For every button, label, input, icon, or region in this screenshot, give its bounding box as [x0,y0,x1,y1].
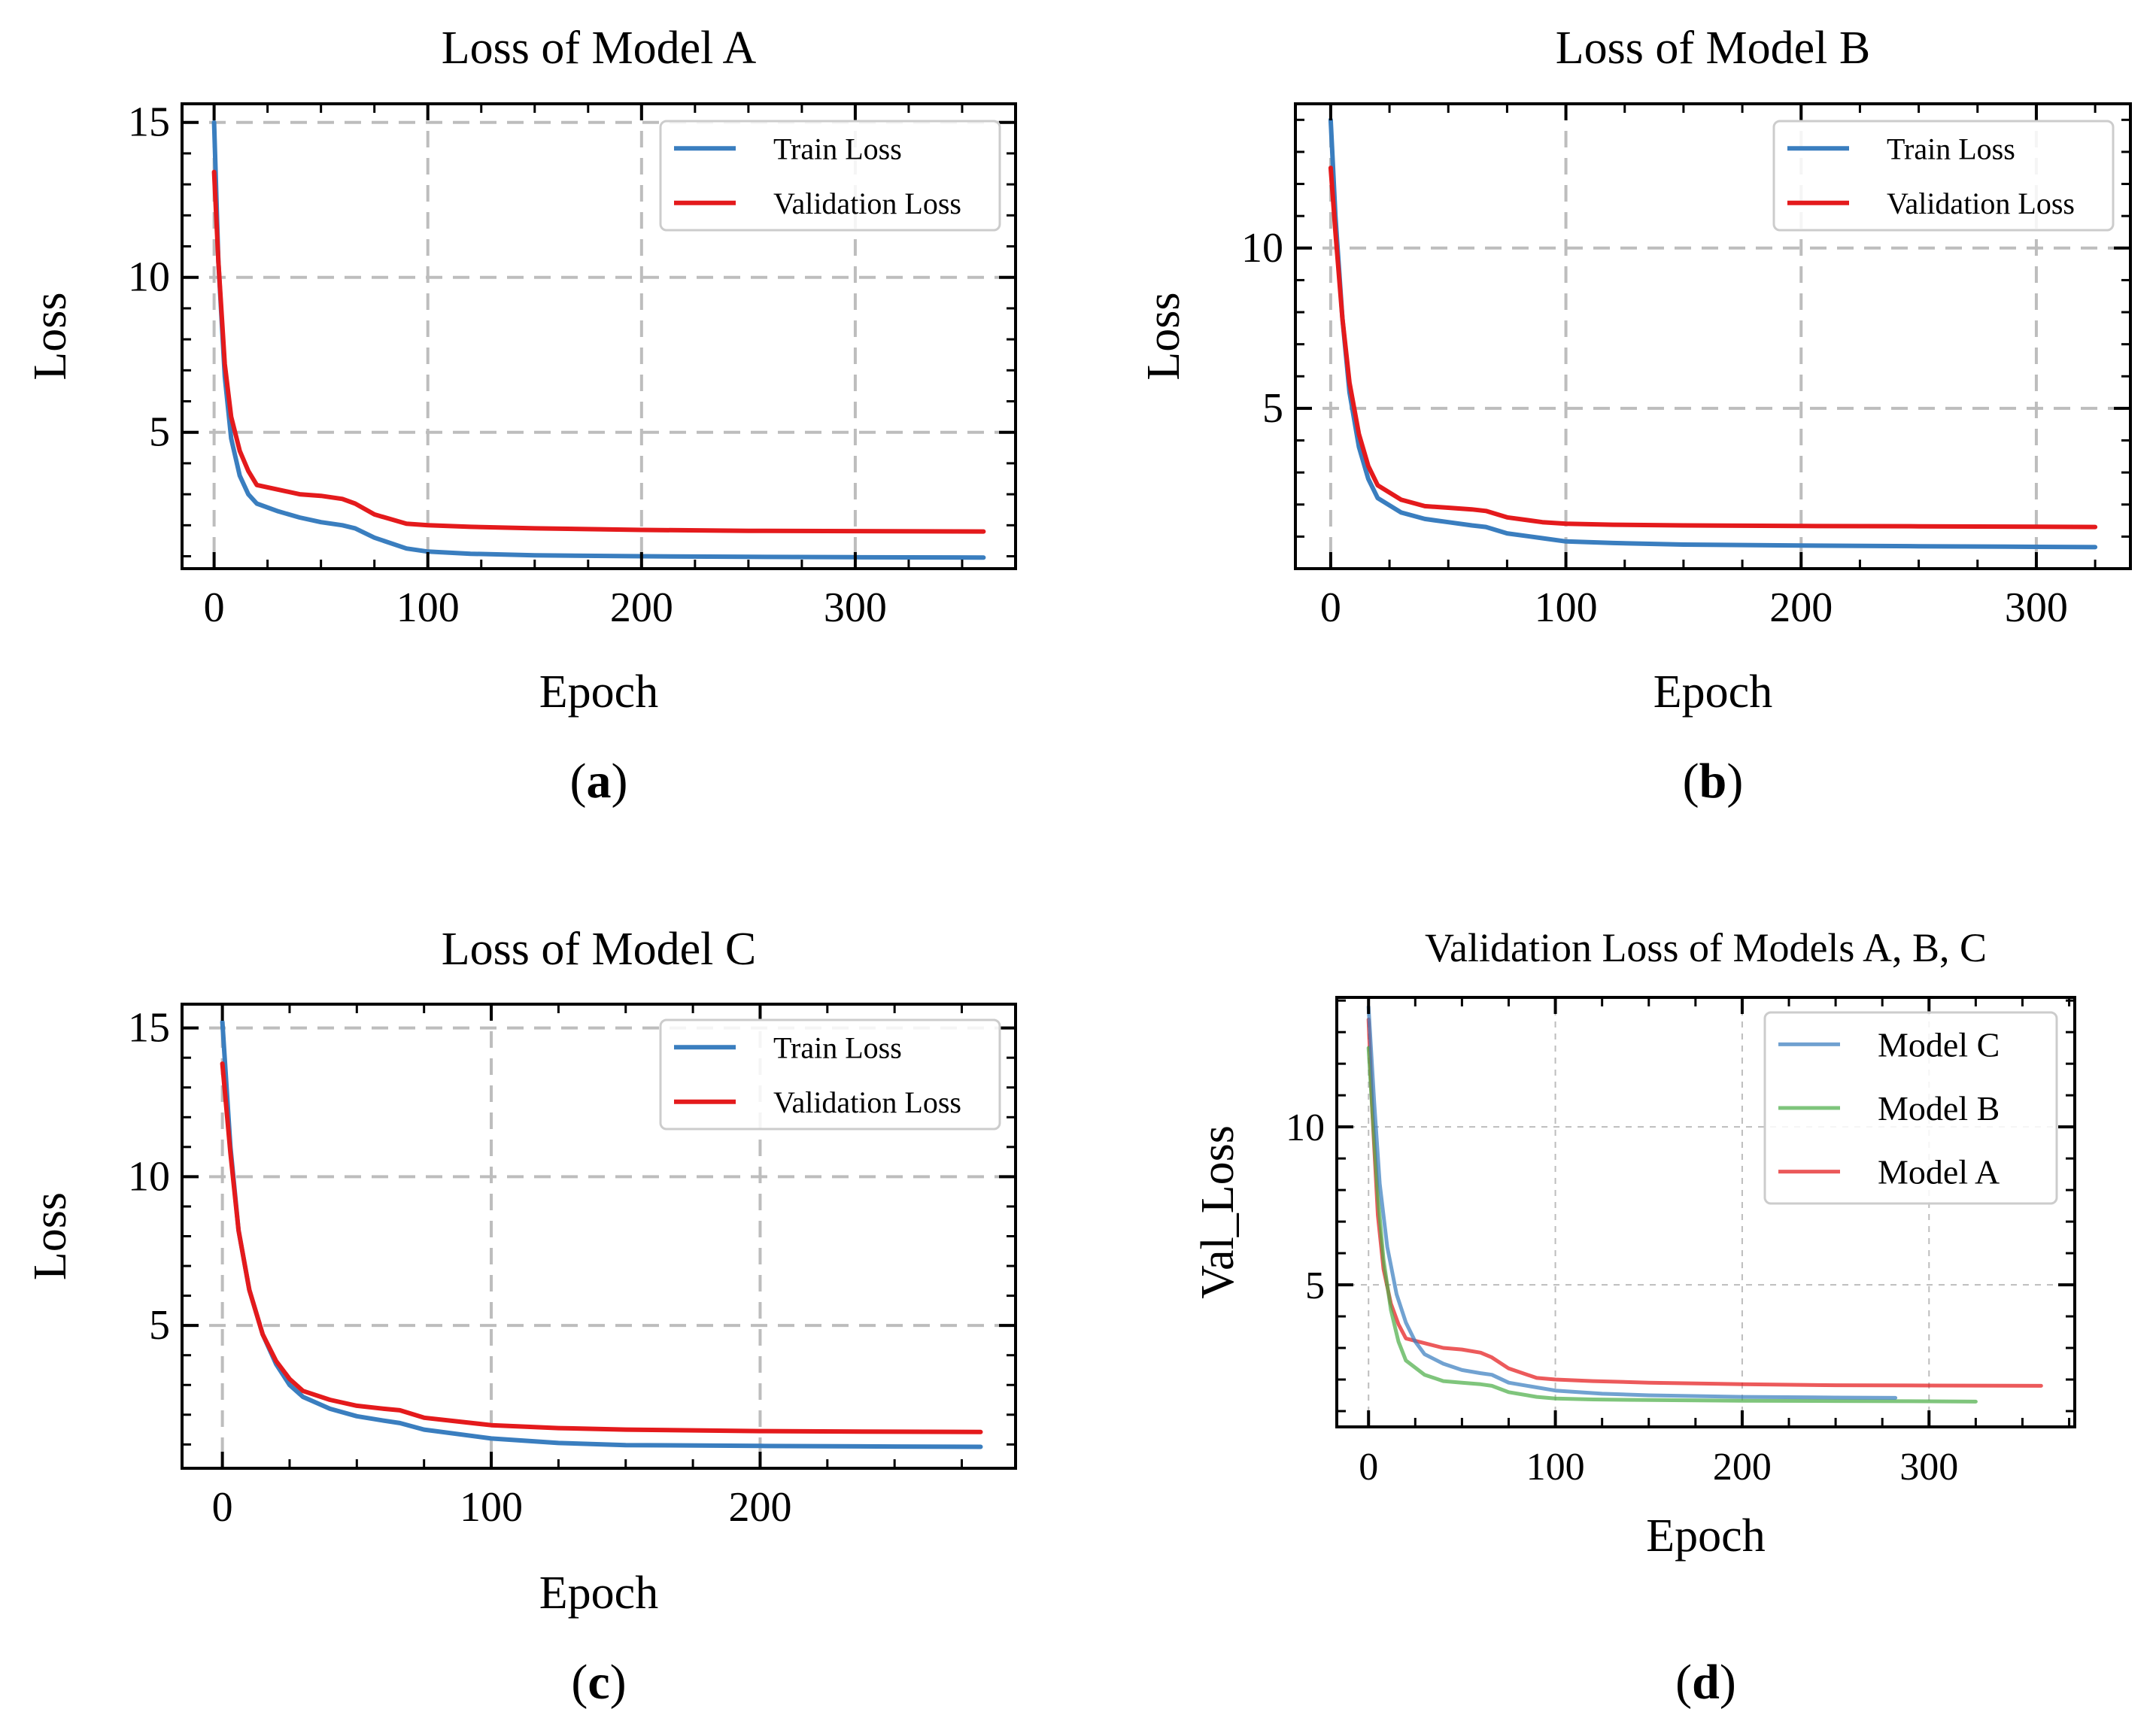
y-tick-label: 5 [1305,1264,1325,1307]
panel-caption-letter: d [1692,1655,1720,1710]
y-tick-label: 10 [1241,225,1283,272]
x-tick-label: 200 [1713,1446,1772,1489]
chart-panel-a: 0 100 200 300 5 10 15 Loss of Model A Epoch Loss (… [25,23,1017,809]
y-tick-label: 15 [128,99,170,146]
legend-box [1763,1011,2058,1205]
x-axis-label: Epoch [1653,666,1772,718]
legend: Train Loss Validation Loss [659,120,1001,232]
axes-frame [1335,996,2076,1428]
x-tick-label: 100 [1526,1446,1585,1489]
panel-caption-letter: c [588,1655,609,1710]
legend-label: Train Loss [1887,132,2015,165]
series-line-train-loss [211,120,986,560]
chart-panel-b: 0 100 200 300 5 10 Loss of Model B Epoch Loss (b)… [1138,23,2132,809]
legend: Train Loss Validation Loss [659,1018,1001,1131]
y-tick-label: 10 [128,1153,170,1200]
x-axis-label: Epoch [539,666,658,718]
legend-box [659,120,1001,232]
chart-title: Validation Loss of Models A, B, C [1425,925,1987,970]
y-tick-label: 5 [149,1302,170,1349]
y-tick-label: 10 [1286,1106,1325,1149]
x-tick-label: 100 [460,1484,523,1531]
panel-caption-letter: b [1699,754,1727,809]
panel-caption: (d) [1675,1655,1736,1710]
legend-label: Validation Loss [1887,187,2075,220]
axes-frame [1294,102,2132,570]
y-tick-label: 5 [1262,385,1283,432]
chart-title: Loss of Model C [442,924,757,975]
y-tick-label: 5 [149,409,170,456]
legend-box [659,1018,1001,1131]
x-tick-label: 200 [610,584,673,631]
chart-panel-d: 0 100 200 300 5 10 Validation Loss of Models A… [1192,925,2076,1710]
y-tick-label: 10 [128,254,170,301]
panel-caption: (b) [1683,754,1744,809]
x-tick-label: 0 [212,1484,233,1531]
legend: Train Loss Validation Loss [1772,120,2115,232]
axes-frame [181,102,1017,570]
legend-label: Model A [1878,1153,2000,1191]
x-axis-label: Epoch [539,1568,658,1619]
chart-panel-c: 0 100 200 5 10 15 Loss of Model C Epoch Loss (c) T… [25,924,1017,1710]
legend-label: Train Loss [773,1030,902,1064]
legend-label: Model B [1878,1089,2000,1128]
x-tick-label: 200 [1769,584,1833,631]
series-line-validation-loss [220,1061,983,1434]
panel-caption-letter: a [587,754,612,809]
series-line-model-c [1366,1005,1898,1400]
y-axis-label: Loss [25,292,76,380]
x-tick-label: 100 [1535,584,1598,631]
legend-box [1772,120,2115,232]
x-tick-label: 0 [1320,584,1341,631]
series-line-validation-loss [211,169,986,534]
y-axis-label: Val_Loss [1192,1125,1243,1299]
chart-title: Loss of Model A [442,23,757,74]
y-tick-label: 15 [128,1005,170,1052]
series-line-validation-loss [1328,165,2098,530]
legend-label: Validation Loss [773,1085,961,1119]
x-tick-label: 300 [1899,1446,1958,1489]
legend-label: Model C [1878,1025,2000,1064]
x-tick-label: 100 [396,584,460,631]
series-line-model-b [1366,1046,1978,1404]
x-axis-label: Epoch [1646,1510,1765,1562]
legend-label: Train Loss [773,132,902,165]
panel-caption: (a) [570,754,628,809]
x-tick-label: 200 [728,1484,791,1531]
y-axis-label: Loss [25,1192,76,1280]
panel-caption: (c) [571,1655,626,1710]
x-tick-label: 0 [204,584,225,631]
x-tick-label: 0 [1359,1446,1378,1489]
x-tick-label: 300 [824,584,887,631]
x-tick-label: 300 [2005,584,2068,631]
legend: Model C Model B Model A [1763,1011,2058,1205]
legend-label: Validation Loss [773,187,961,220]
y-axis-label: Loss [1138,292,1189,380]
chart-title: Loss of Model B [1556,23,1871,74]
